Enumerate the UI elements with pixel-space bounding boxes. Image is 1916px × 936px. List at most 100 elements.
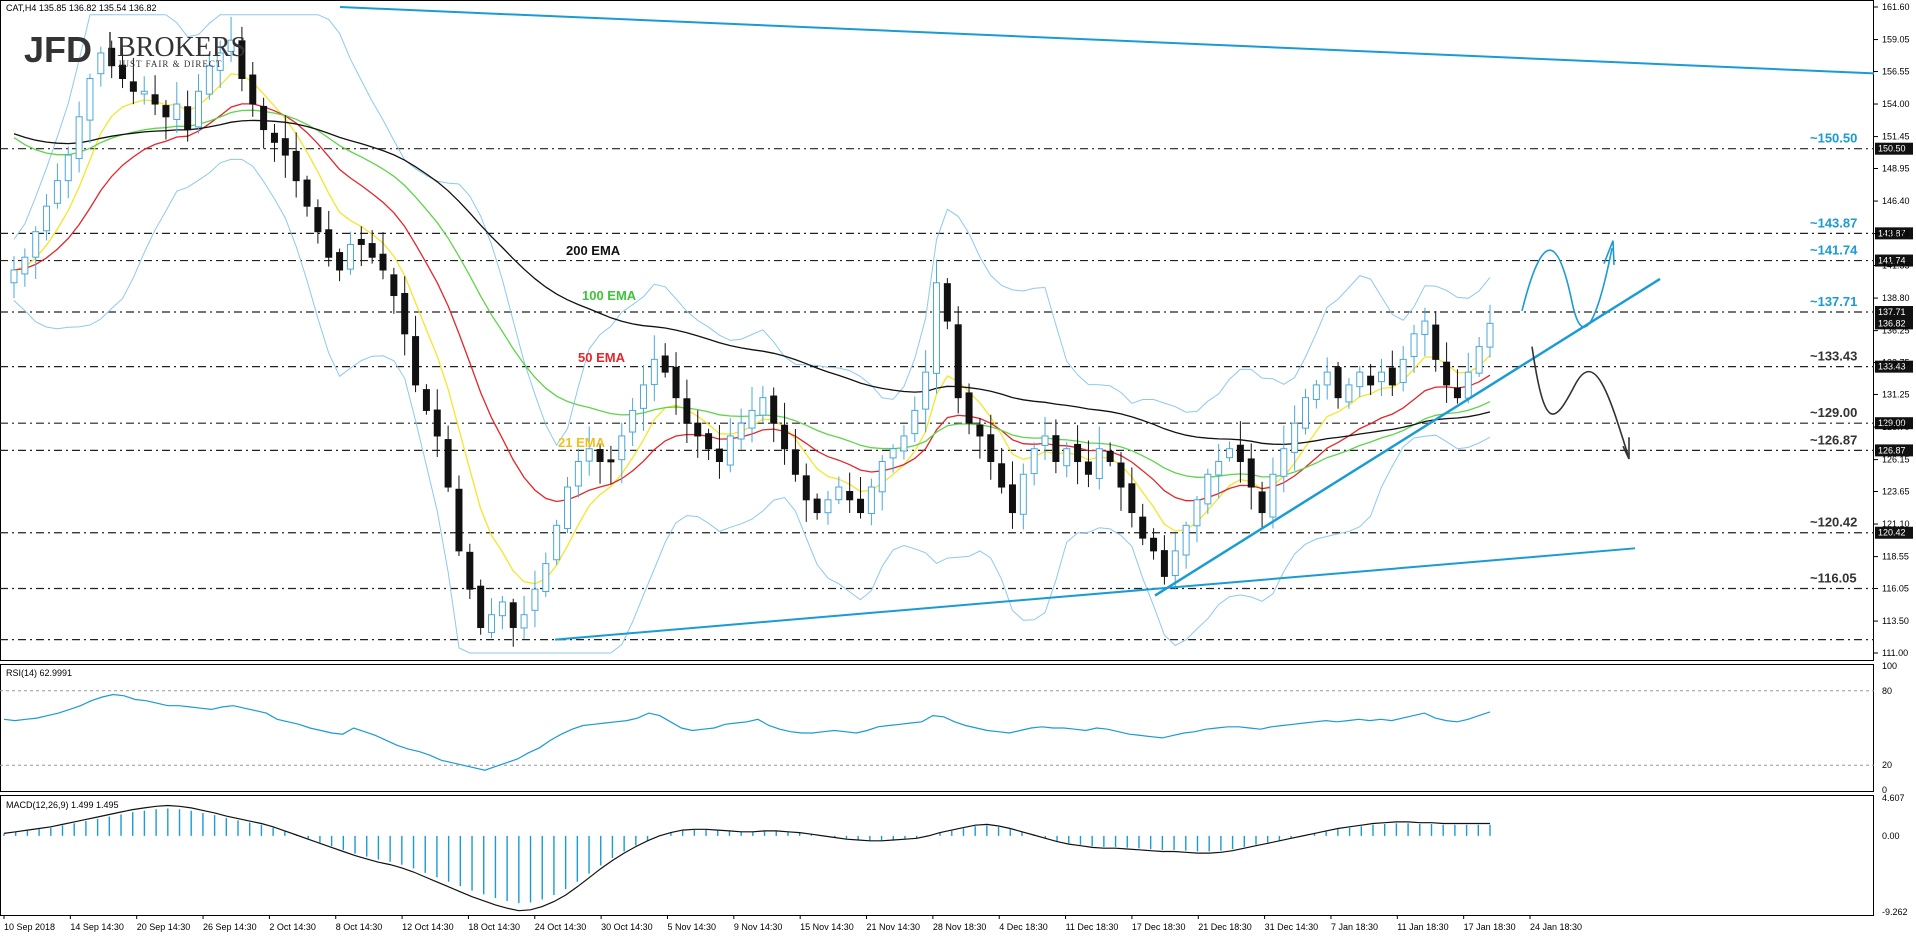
candle-body (715, 448, 723, 462)
level-tag-text: 150.50 (1878, 144, 1906, 154)
level-tag-box (1875, 142, 1913, 155)
candle-body (1106, 450, 1114, 462)
time-tick-label: 24 Jan 18:30 (1530, 922, 1582, 932)
candle-body (954, 324, 962, 399)
candle-body (1084, 461, 1092, 475)
level-label: ~143.87 (1810, 215, 1857, 230)
candle-body (1171, 550, 1179, 577)
bearish-scenario-path (1531, 346, 1629, 456)
candle-body (325, 229, 333, 258)
ema21-line (13, 73, 1491, 585)
candle-body (1334, 367, 1342, 399)
candle-body (1280, 448, 1288, 477)
level-label: ~137.71 (1810, 294, 1857, 309)
time-tick-label: 4 Dec 18:30 (999, 922, 1048, 932)
jfd-logo: JFD BROKERS JUST FAIR & DIRECT (24, 29, 246, 70)
level-tag-text: 129.00 (1878, 418, 1906, 428)
candle-body (639, 384, 647, 409)
candle-body (390, 274, 398, 297)
rsi-line (3, 693, 1491, 771)
rsi-tick-label: 20 (1882, 760, 1892, 770)
bearish-arrowhead (1622, 437, 1630, 460)
time-tick-label: 17 Dec 18:30 (1132, 922, 1186, 932)
macd-panel-frame (0, 795, 1874, 916)
candle-body (933, 282, 940, 374)
level-tag-box (1875, 444, 1913, 457)
price-tick-label: 131.25 (1882, 389, 1910, 399)
time-tick-label: 21 Nov 14:30 (867, 922, 921, 932)
price-tick-label: 151.45 (1882, 132, 1910, 142)
bollinger-upper (13, 14, 1491, 447)
candle-body (64, 154, 72, 182)
candle-body (1074, 443, 1082, 462)
candle-body (227, 39, 235, 52)
candle-body (618, 435, 626, 461)
candle-body (357, 238, 365, 245)
level-tag-box (1875, 526, 1913, 539)
time-tick-label: 5 Nov 14:30 (667, 922, 716, 932)
candle-body (1215, 460, 1223, 476)
candle-body (737, 422, 745, 440)
candle-body (466, 551, 474, 590)
time-tick-label: 15 Nov 14:30 (800, 922, 854, 932)
candle-body (119, 64, 127, 79)
uptrend-line (1154, 277, 1661, 597)
candle-body (509, 602, 517, 628)
time-tick-label: 24 Oct 14:30 (535, 922, 587, 932)
logo-brand: JFD (24, 29, 92, 70)
candle-body (303, 179, 311, 207)
candle-body (368, 243, 376, 258)
level-tag-box (1875, 254, 1913, 267)
last-price-tag: 136.82 (1878, 318, 1906, 328)
candle-body (1258, 491, 1266, 514)
candle-body (1475, 346, 1483, 374)
price-tick-label: 148.95 (1882, 164, 1910, 174)
candle-body (1204, 473, 1212, 505)
candle-body (292, 150, 300, 182)
price-tick-label: 143.85 (1882, 229, 1910, 239)
rsi-tick-label: 100 (1882, 661, 1897, 671)
logo-tagline: JUST FAIR & DIRECT (118, 59, 222, 69)
candle-body (140, 90, 148, 95)
price-tick-label: 154.00 (1882, 99, 1910, 109)
price-tick-label: 128.70 (1882, 422, 1910, 432)
candle-body (835, 486, 843, 501)
level-tag-text: 143.87 (1878, 228, 1906, 238)
candle-body (878, 460, 886, 493)
candle-body (889, 448, 897, 459)
candle-body (553, 524, 561, 561)
price-tick-label: 156.55 (1882, 66, 1910, 76)
candle-body (1150, 537, 1158, 552)
time-tick-label: 26 Sep 14:30 (203, 922, 257, 932)
candle-body (1041, 435, 1049, 446)
price-tick-label: 121.10 (1882, 519, 1910, 529)
rsi-tick-label: 80 (1882, 686, 1892, 696)
candle-body (488, 614, 496, 634)
candle-body (1095, 448, 1103, 479)
candle-body (748, 409, 756, 429)
candle-body (1291, 422, 1299, 453)
time-tick-label: 14 Sep 14:30 (70, 922, 124, 932)
candle-body (1399, 358, 1407, 383)
candle-body (1421, 320, 1429, 336)
candle-body (412, 336, 420, 386)
candle-body (542, 563, 550, 593)
macd-tick-label: -9.262 (1882, 907, 1908, 917)
candle-body (195, 90, 202, 128)
level-tag-text: 133.43 (1878, 362, 1906, 372)
candle-body (998, 463, 1006, 488)
macd-indicator: MACD(12,26,9) 1.499 1.495 4.607 0.00 -9.262 (3, 793, 1908, 917)
level-label: ~126.87 (1810, 432, 1857, 447)
candle-body (520, 614, 528, 629)
candle-body (498, 601, 506, 617)
candle-body (1377, 371, 1385, 383)
time-tick-label: 30 Oct 14:30 (601, 922, 653, 932)
level-label: ~150.50 (1810, 131, 1857, 146)
candle-body (205, 65, 213, 95)
candle-body (1226, 448, 1234, 459)
time-tick-label: 31 Dec 14:30 (1265, 922, 1319, 932)
candle-body (270, 132, 278, 143)
candle-body (43, 205, 51, 232)
candle-body (1247, 458, 1255, 488)
